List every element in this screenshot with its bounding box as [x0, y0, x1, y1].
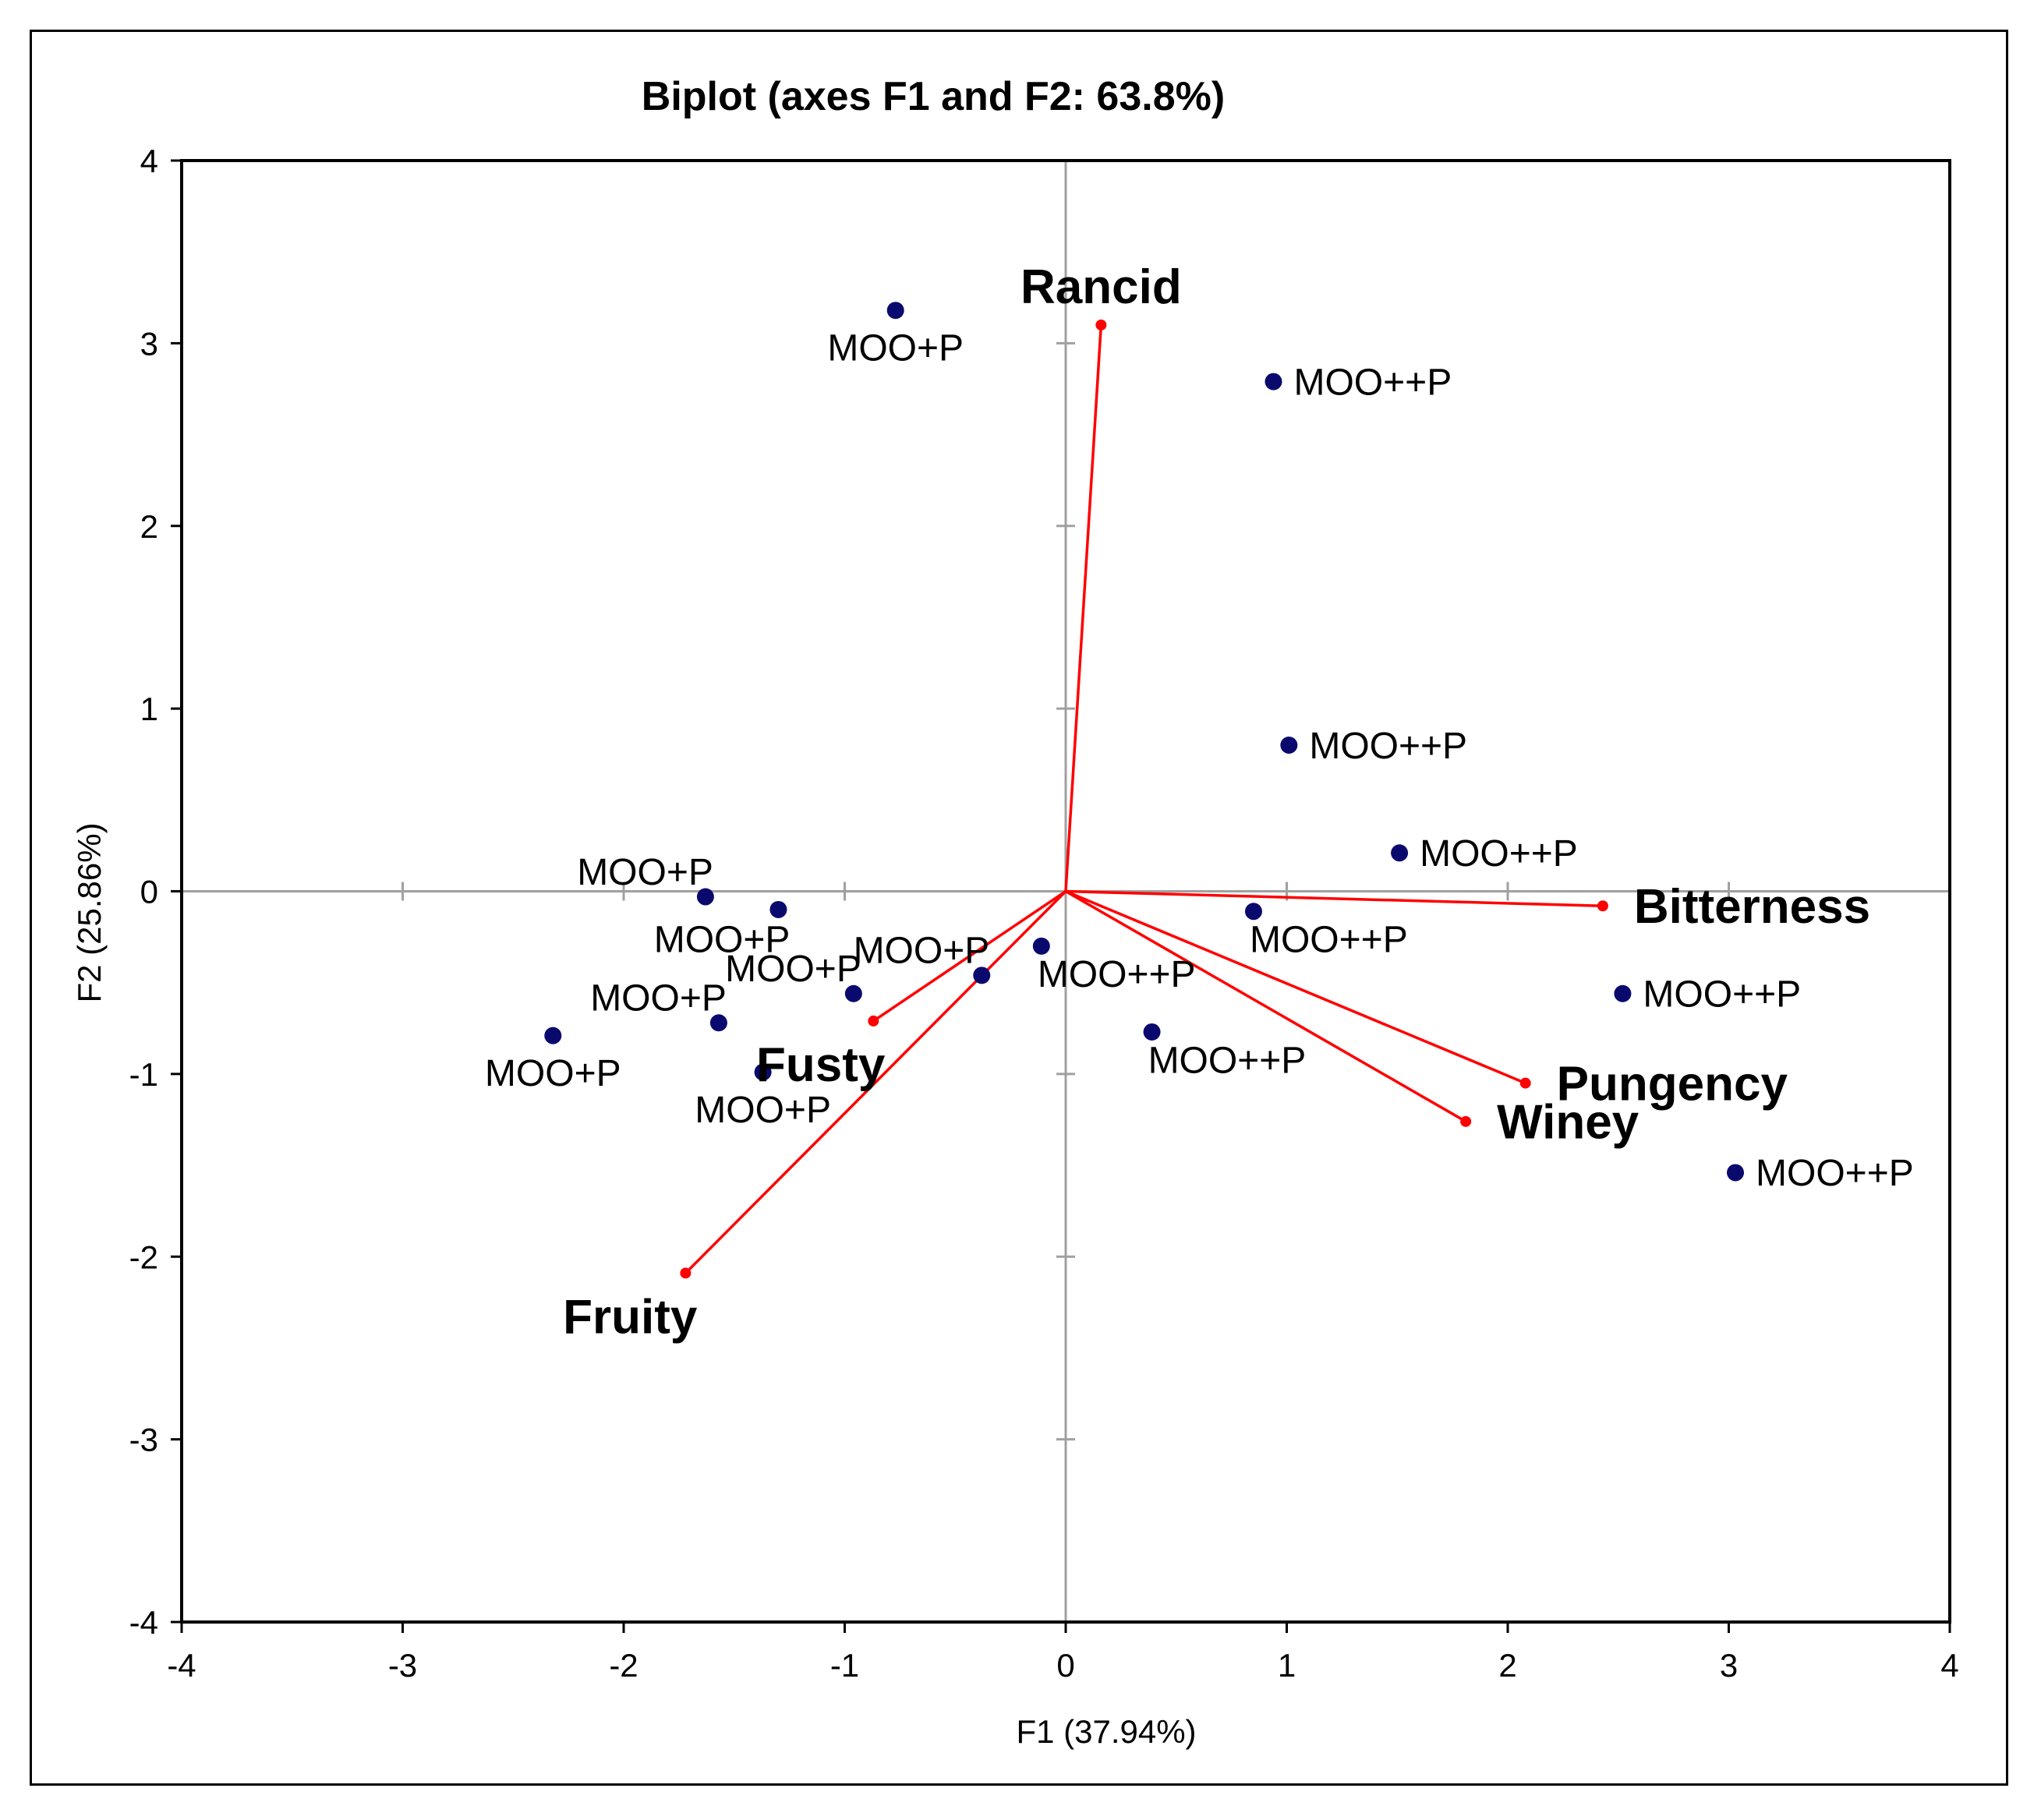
- x-tick-label: 4: [1940, 1647, 1958, 1684]
- y-axis-title: F2 (25.86%): [71, 822, 108, 1002]
- observation-label: MOO++P: [1293, 362, 1452, 403]
- variable-label-rancid: Rancid: [1020, 260, 1182, 314]
- y-tick-label: 2: [140, 508, 158, 545]
- observation-label: MOO++P: [1420, 833, 1578, 875]
- loading-vector-tip: [1095, 319, 1107, 330]
- x-axis-title: F1 (37.94%): [1016, 1713, 1196, 1750]
- observation-label: MOO++P: [1038, 954, 1196, 995]
- figure-frame: Biplot (axes F1 and F2: 63.8%) -4 -3 -2 -1 0…: [30, 30, 2008, 1786]
- observation-label: MOO++P: [1756, 1153, 1914, 1194]
- y-tick-label: 4: [140, 143, 158, 179]
- loading-vector-winey: [1065, 889, 1467, 1123]
- observation-label: MOO++P: [1250, 920, 1408, 961]
- x-tick-label: -3: [388, 1647, 417, 1684]
- loading-vector-tip: [680, 1267, 692, 1279]
- loading-vector-tip: [1519, 1077, 1531, 1089]
- observation-label: MOO++P: [1148, 1040, 1307, 1081]
- observation-label: MOO++P: [1309, 726, 1467, 767]
- x-tick-label: 1: [1278, 1647, 1296, 1684]
- y-tick-label: -1: [129, 1056, 158, 1093]
- x-tick-label: 3: [1720, 1647, 1738, 1684]
- x-tick-label: 2: [1498, 1647, 1516, 1684]
- variable-label-fruity: Fruity: [563, 1291, 698, 1345]
- observation-point: [973, 967, 991, 984]
- observation-point: [1614, 984, 1632, 1002]
- chart-title: Biplot (axes F1 and F2: 63.8%): [642, 74, 1225, 119]
- observation-point: [696, 888, 714, 906]
- observation-point: [1391, 844, 1409, 862]
- variable-label-pungency: Pungency: [1557, 1057, 1788, 1111]
- y-tick-label: -3: [129, 1422, 158, 1458]
- biplot-chart: Biplot (axes F1 and F2: 63.8%) -4 -3 -2 -1 0…: [71, 74, 1959, 1750]
- loading-vector-fruity: [684, 890, 1067, 1274]
- variable-label-fusty: Fusty: [756, 1038, 886, 1092]
- x-tick-label: -1: [830, 1647, 859, 1684]
- variable-label-bitterness: Bitterness: [1634, 880, 1870, 934]
- loading-vector-bitterness: [1065, 889, 1603, 907]
- observation-point: [709, 1014, 727, 1032]
- observation-label: MOO+P: [654, 920, 791, 961]
- observation-label: MOO+P: [695, 1090, 831, 1131]
- x-tick-label: 0: [1056, 1647, 1074, 1684]
- observation-point: [886, 302, 904, 320]
- observation-point: [754, 1063, 772, 1081]
- loading-vector-tip: [868, 1015, 879, 1027]
- variable-label-winey: Winey: [1497, 1096, 1640, 1150]
- observation-point: [1143, 1023, 1161, 1041]
- observation-label: MOO++P: [1643, 974, 1801, 1016]
- observation-label: MOO+P: [485, 1053, 621, 1094]
- loading-vector-fusty: [872, 890, 1066, 1023]
- observation-label: MOO+P: [577, 852, 713, 893]
- x-tick-label: -2: [609, 1647, 638, 1684]
- observation-point: [844, 984, 862, 1002]
- y-tick-label: 1: [140, 691, 158, 727]
- y-tick-label: 0: [140, 874, 158, 910]
- y-tick-label: 3: [140, 325, 158, 362]
- observation-point: [1032, 937, 1050, 955]
- observation-label: MOO+P: [854, 931, 990, 972]
- loading-vector-rancid: [1064, 324, 1103, 892]
- observation-point: [1244, 903, 1262, 921]
- loading-vector-tip: [1597, 900, 1608, 912]
- observation-label: MOO+P: [827, 328, 964, 369]
- observation-point: [1280, 737, 1298, 754]
- x-tick-label: -4: [167, 1647, 196, 1684]
- observation-point: [1265, 373, 1282, 391]
- y-tick-label: -4: [129, 1604, 158, 1641]
- loading-vector-pungency: [1065, 889, 1526, 1085]
- observation-point: [544, 1027, 562, 1044]
- observation-label: MOO+P: [590, 978, 727, 1020]
- loading-vector-tip: [1460, 1115, 1472, 1127]
- observation-label: MOO+P: [725, 949, 861, 990]
- observation-point: [769, 900, 787, 918]
- y-tick-label: -2: [129, 1239, 158, 1275]
- observation-point: [1727, 1164, 1745, 1182]
